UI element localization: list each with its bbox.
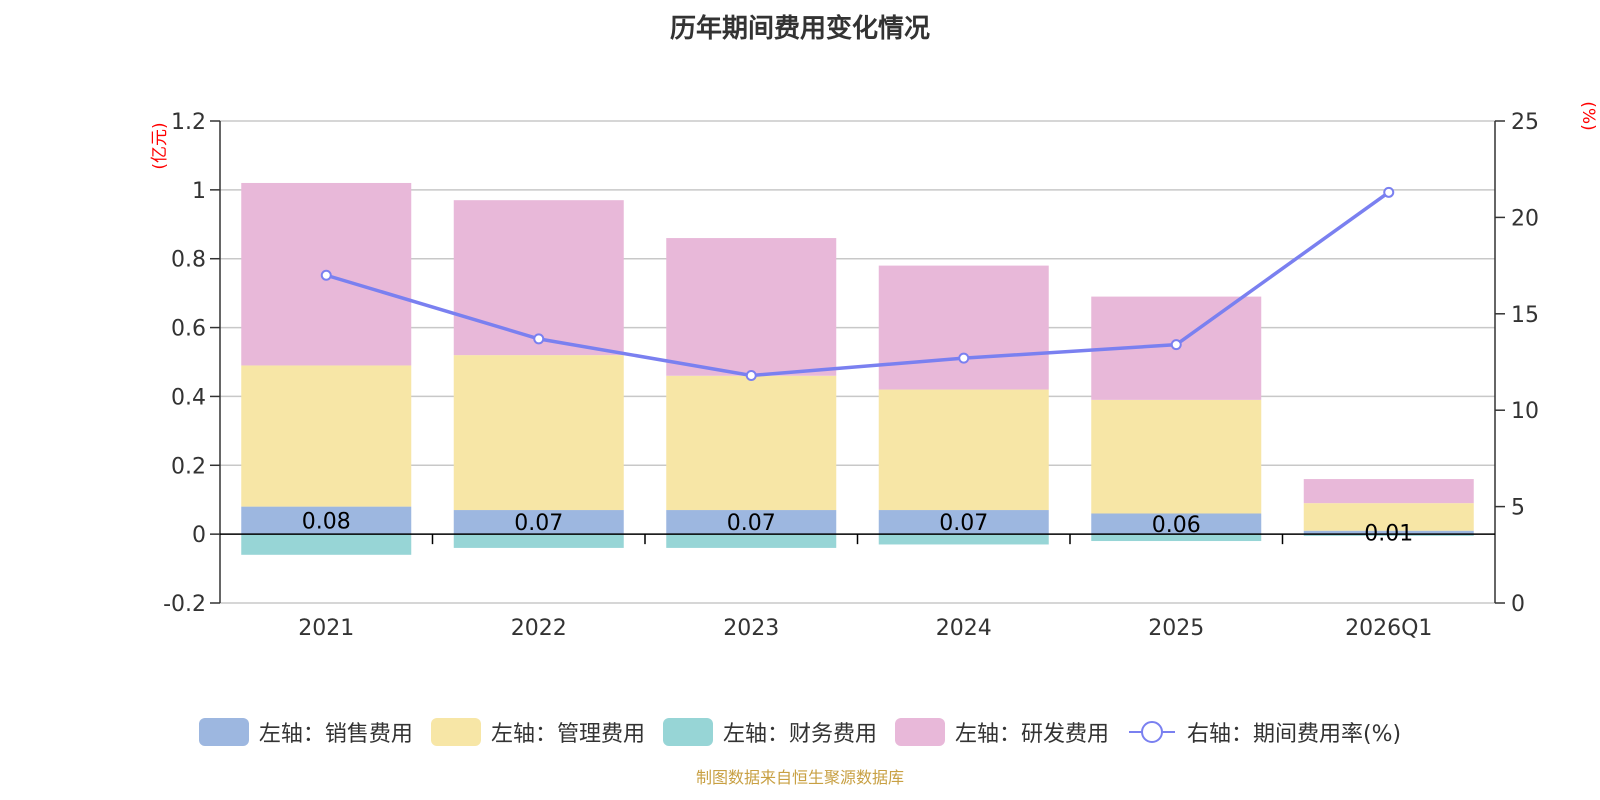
left-axis-tick-label: 1	[192, 179, 206, 204]
right-axis-tick-label: 5	[1511, 496, 1525, 521]
bar-finance	[1303, 534, 1474, 536]
rate-point	[745, 369, 757, 381]
bar-data-label: 0.07	[727, 511, 776, 536]
bar-finance	[241, 534, 412, 555]
legend-label: 左轴：研发费用	[954, 722, 1109, 747]
bar-admin	[241, 365, 412, 507]
bar-data-label: 0.07	[939, 511, 988, 536]
legend-label: 左轴：管理费用	[490, 722, 645, 747]
legend-label: 左轴：销售费用	[258, 722, 413, 747]
right-axis-tick-label: 15	[1511, 303, 1539, 328]
legend-swatch	[198, 718, 249, 746]
bar-data-label: 0.07	[514, 511, 563, 536]
bar-sales	[453, 510, 624, 535]
bar-finance	[1091, 534, 1262, 542]
bar-sales	[1303, 530, 1474, 535]
bar-admin	[1303, 503, 1474, 531]
bar-rd	[1303, 479, 1474, 504]
left-axis-tick-label: 0.2	[171, 454, 206, 479]
legend-swatch	[894, 718, 945, 746]
legend-label: 右轴：期间费用率(%)	[1186, 722, 1402, 747]
x-axis-tick-label: 2022	[511, 616, 567, 641]
rate-line	[325, 190, 1390, 378]
bar-admin	[1091, 399, 1262, 514]
data-source-note: 制图数据来自恒生聚源数据库	[695, 768, 904, 787]
legend: 左轴：销售费用 左轴：管理费用 左轴：财务费用 左轴：研发费用 右轴：期间费用率(%)	[0, 716, 1600, 748]
rate-point	[533, 333, 545, 345]
rate-point	[958, 352, 970, 364]
legend-item-rd[interactable]: 左轴：研发费用	[894, 716, 1109, 748]
left-axis-tick-label: 0.8	[171, 248, 206, 273]
bar-data-label: 0.01	[1364, 521, 1413, 546]
left-axis-tick-label: -0.2	[163, 592, 206, 617]
legend-label: 左轴：财务费用	[722, 722, 877, 747]
right-axis-tick-label: 25	[1511, 110, 1539, 135]
legend-line-icon	[1128, 721, 1175, 743]
x-axis-tick-label: 2024	[936, 616, 992, 641]
bar-sales	[1091, 513, 1262, 535]
legend-swatch	[662, 718, 713, 746]
bar-rd	[666, 238, 837, 376]
left-axis-tick-label: 0.4	[171, 385, 206, 410]
rate-point	[1170, 339, 1182, 351]
bar-data-label: 0.08	[302, 509, 351, 534]
axes-layer: -0.2 0 0.2 0.4 0.6 0.8 1 1.2 0 5 10 15 20 25 (亿元) (%)	[150, 101, 1598, 617]
rate-point	[1383, 186, 1395, 198]
left-axis-tick-label: 0.6	[171, 317, 206, 342]
x-axis-tick-label: 2026Q1	[1345, 616, 1432, 641]
bar-rd	[878, 265, 1049, 390]
bar-finance	[878, 534, 1049, 545]
bar-admin	[666, 375, 837, 511]
grid-layer	[220, 120, 1495, 604]
left-axis-unit: (亿元)	[150, 122, 170, 169]
rate-point	[320, 269, 332, 281]
chart-title: 历年期间费用变化情况	[669, 14, 930, 44]
x-axis-tick-label: 2021	[298, 616, 354, 641]
x-axis-tick-label: 2023	[723, 616, 779, 641]
bar-finance	[666, 534, 837, 548]
legend-item-admin[interactable]: 左轴：管理费用	[430, 716, 645, 748]
rate-line-layer	[320, 186, 1395, 381]
bar-data-label: 0.06	[1152, 513, 1201, 538]
right-axis-tick-label: 20	[1511, 206, 1539, 231]
labels-layer: 2021 0.08 2022 0.07 2023 0.07 2024 0.07 2025 0.06…	[298, 509, 1432, 641]
bar-admin	[453, 355, 624, 511]
legend-item-finance[interactable]: 左轴：财务费用	[662, 716, 877, 748]
left-axis-tick-label: 0	[192, 523, 206, 548]
legend-item-rate[interactable]: 右轴：期间费用率(%)	[1127, 716, 1401, 748]
left-axis-tick-label: 1.2	[171, 110, 206, 135]
right-axis-tick-label: 10	[1511, 399, 1539, 424]
right-axis-unit: (%)	[1578, 101, 1598, 130]
legend-item-sales[interactable]: 左轴：销售费用	[198, 716, 413, 748]
bar-sales	[878, 510, 1049, 535]
bar-sales	[241, 506, 412, 535]
right-axis-tick-label: 0	[1511, 592, 1525, 617]
legend-swatch	[430, 718, 481, 746]
bar-admin	[878, 389, 1049, 511]
bars-layer	[241, 182, 1474, 555]
x-axis-tick-label: 2025	[1148, 616, 1204, 641]
bar-sales	[666, 510, 837, 535]
bar-finance	[453, 534, 624, 548]
bar-rd	[453, 200, 624, 356]
